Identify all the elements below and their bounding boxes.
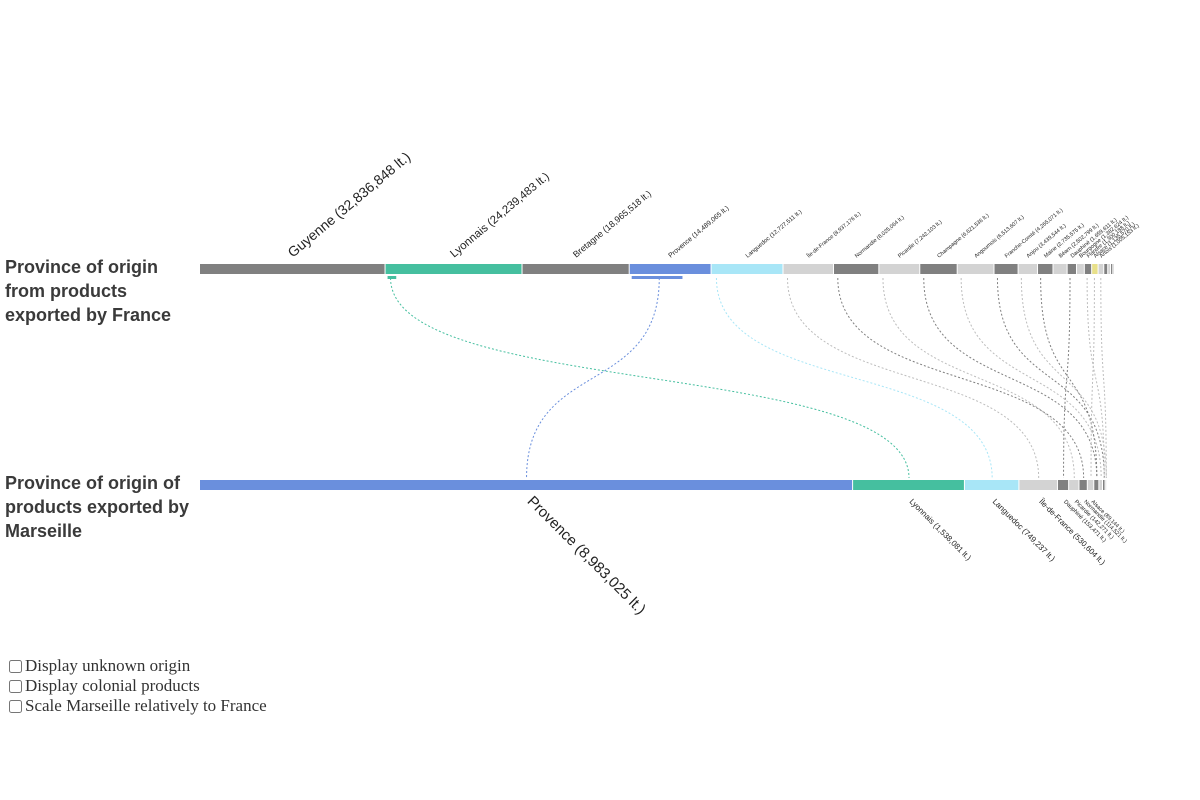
- france-bar-segment: [629, 264, 711, 274]
- flow-path: [1020, 277, 1107, 479]
- france-bar-segment: [522, 264, 629, 274]
- france-bar-segment: [783, 264, 833, 274]
- france-bar-segment: [1098, 264, 1104, 274]
- flow-path: [1086, 277, 1105, 479]
- marseille-bar-segment: [853, 480, 964, 490]
- france-bar-segment: [1053, 264, 1067, 274]
- france-segment-label: Guyenne (32,836,848 lt.): [284, 148, 413, 260]
- scale-marseille-label: Scale Marseille relatively to France: [25, 696, 267, 715]
- france-segment-label: Provence (14,489,065 lt.): [667, 205, 730, 260]
- unknown-origin-checkbox[interactable]: [9, 659, 22, 673]
- france-segment-label: Languedoc (12,727,511 lt.): [745, 209, 803, 259]
- unknown-origin-label: Display unknown origin: [25, 656, 191, 675]
- marseille-bar-segment: [964, 480, 1019, 490]
- marseille-bar-segment: [1019, 480, 1057, 490]
- options-panel: Display unknown origin Display colonial …: [8, 656, 267, 716]
- flow-path: [715, 277, 993, 479]
- flow-path: [1063, 277, 1071, 479]
- flow-path: [390, 277, 910, 479]
- france-bar-segment: [385, 264, 522, 274]
- marseille-row-title: Province of origin of products exported …: [5, 473, 190, 541]
- flow-path: [923, 277, 1098, 479]
- france-bar-segment: [711, 264, 783, 274]
- marseille-bar-segment: [1094, 480, 1099, 490]
- france-bar-segment: [879, 264, 920, 274]
- france-bar-segment: [920, 264, 957, 274]
- france-segment-label: Île-de-France (8,937,176 lt.): [805, 210, 863, 260]
- france-bar-segment: [1067, 264, 1077, 274]
- france-bar-segment: [200, 264, 385, 274]
- flow-path: [960, 277, 1102, 479]
- marseille-segment-label: Lyonnais (1,538,081 lt.): [908, 497, 974, 563]
- flow-path: [882, 277, 1075, 479]
- flow-path: [837, 277, 1085, 479]
- marseille-bar-segment: [1057, 480, 1069, 490]
- france-bar-segment: [1038, 264, 1053, 274]
- france-bar-segment: [1104, 264, 1108, 274]
- france-bar-segment: [1084, 264, 1092, 274]
- france-bar-segment: [833, 264, 879, 274]
- flow-path: [526, 277, 660, 479]
- france-segment-label: Lyonnais (24,239,483 lt.): [448, 171, 552, 261]
- bars-layer: [200, 264, 1114, 490]
- colonial-products-checkbox[interactable]: [9, 679, 22, 693]
- flow-path: [1100, 277, 1107, 479]
- flows-layer: [390, 277, 1107, 479]
- france-segment-label: Bretagne (18,965,518 lt.): [571, 188, 653, 259]
- marseille-bar-segment: [1105, 480, 1107, 490]
- marseille-bar-segment: [1087, 480, 1094, 490]
- france-bar-segment: [1108, 264, 1111, 274]
- france-bar-segment: [1018, 264, 1038, 274]
- marseille-bar-segment: [1103, 480, 1105, 490]
- marseille-bar-segment: [1079, 480, 1087, 490]
- colonial-products-label: Display colonial products: [25, 676, 200, 695]
- france-bar-segment: [994, 264, 1018, 274]
- flow-share-marker: [631, 276, 683, 279]
- flow-path: [787, 277, 1040, 479]
- unknown-origin-option[interactable]: Display unknown origin: [8, 656, 267, 676]
- flow-share-marker: [387, 276, 397, 279]
- scale-marseille-option[interactable]: Scale Marseille relatively to France: [8, 696, 267, 716]
- marseille-bar-segment: [1069, 480, 1079, 490]
- flow-path: [1090, 277, 1095, 479]
- colonial-products-option[interactable]: Display colonial products: [8, 676, 267, 696]
- france-bar-segment: [1113, 264, 1114, 274]
- france-bar-segment: [1077, 264, 1084, 274]
- france-row-title: Province of origin from products exporte…: [5, 257, 172, 325]
- scale-marseille-checkbox[interactable]: [9, 699, 22, 713]
- flow-path: [1040, 277, 1098, 479]
- flow-path: [996, 277, 1105, 479]
- marseille-bar-segment: [1099, 480, 1103, 490]
- france-bar-segment: [1092, 264, 1098, 274]
- france-segment-label: Normandie (8,025,064 lt.): [854, 215, 906, 260]
- marseille-bar-segment: [200, 480, 853, 490]
- france-bar-segment: [957, 264, 994, 274]
- labels-layer: Guyenne (32,836,848 lt.) Lyonnais (24,239…: [284, 148, 1140, 618]
- france-bar-segment: [1111, 264, 1113, 274]
- marseille-segment-label: Provence (8,983,025 lt.): [524, 493, 649, 618]
